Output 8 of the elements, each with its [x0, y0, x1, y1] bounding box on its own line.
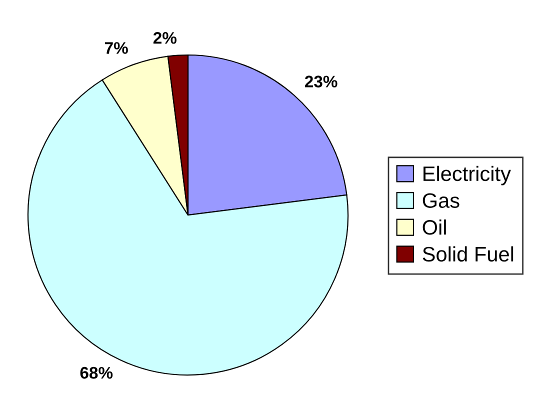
- legend-label: Electricity: [424, 166, 511, 186]
- legend-label: Gas: [422, 193, 460, 208]
- data-label: 7%: [105, 42, 128, 54]
- legend-label: Oil: [422, 219, 446, 235]
- data-label: 2%: [153, 32, 177, 44]
- legend-label: Solid Fuel: [422, 246, 514, 262]
- data-label: 23%: [304, 76, 338, 88]
- data-label: 68%: [80, 366, 113, 379]
